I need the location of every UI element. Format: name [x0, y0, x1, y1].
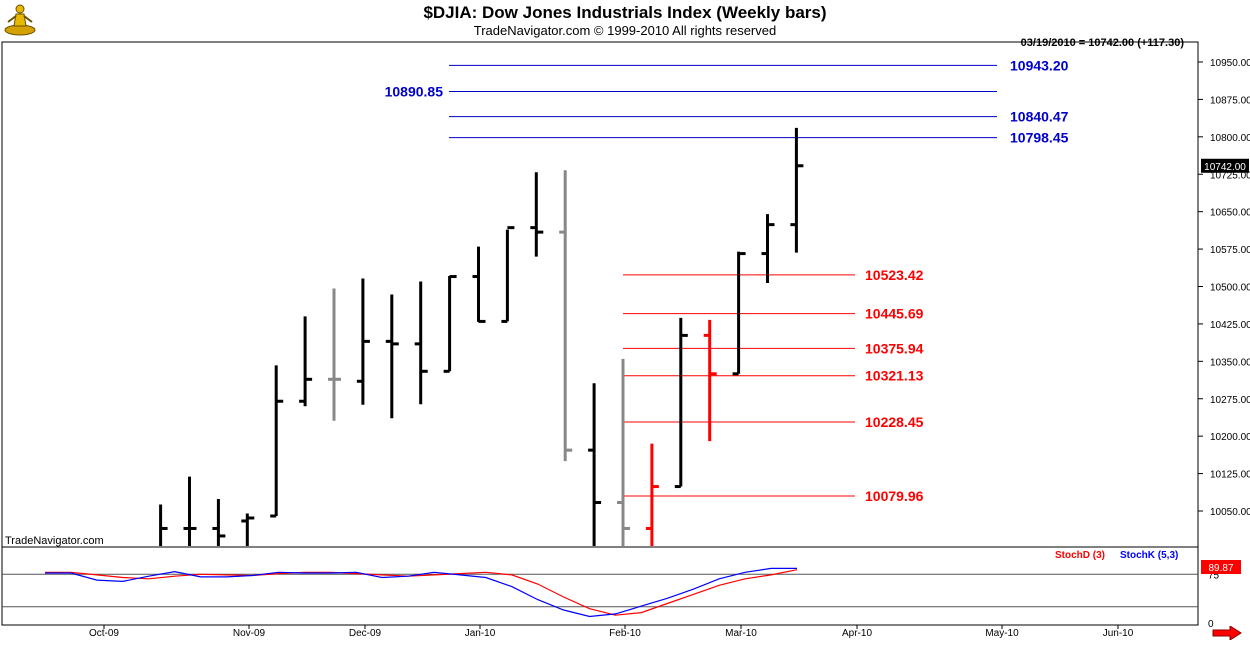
ohlc-bar — [299, 316, 313, 407]
retracement-level-label: 10375.94 — [865, 340, 924, 356]
stochastic-series-line — [45, 569, 798, 616]
chart-title: $DJIA: Dow Jones Industrials Index (Week… — [423, 3, 827, 22]
ohlc-bar — [159, 504, 168, 546]
stochastic-legend-d: StochD (3) — [1055, 550, 1105, 561]
ohlc-bar — [328, 288, 341, 421]
stochastic-series-line — [45, 567, 797, 618]
y-tick-label: 10875.00 — [1210, 95, 1250, 106]
ohlc-bar — [761, 214, 775, 284]
last-bar-info: 03/19/2010 = 10742.00 (+117.30) — [1020, 37, 1184, 49]
ohlc-bar — [617, 358, 630, 546]
y-tick-label: 10725.00 — [1210, 170, 1250, 181]
stochastic-y-tick-label: 75 — [1208, 570, 1220, 581]
last-price-label: 10742.00 — [1204, 162, 1246, 173]
retracement-level-label: 10321.13 — [865, 368, 924, 384]
retracement-level-label: 10523.42 — [865, 267, 924, 283]
x-tick-label: Oct-09 — [89, 628, 119, 639]
stochastic-value-marker — [1201, 560, 1241, 574]
ohlc-bar — [732, 251, 746, 376]
y-tick-label: 10650.00 — [1210, 208, 1250, 219]
ohlc-bar — [530, 172, 544, 257]
ohlc-bar — [703, 319, 717, 442]
ohlc-bar — [559, 170, 573, 462]
trader-figure-logo-icon — [2, 2, 38, 36]
resistance-level-label: 10798.45 — [1010, 130, 1069, 146]
x-tick-label: Apr-10 — [842, 628, 872, 639]
ohlc-bar — [790, 127, 804, 253]
watermark: TradeNavigator.com — [5, 535, 104, 547]
x-tick-label: Jan-10 — [465, 628, 496, 639]
ohlc-bar — [385, 294, 399, 419]
y-tick-label: 10575.00 — [1210, 245, 1250, 256]
chart-copyright: TradeNavigator.com © 1999-2010 All right… — [473, 23, 777, 38]
ohlc-bar — [241, 513, 255, 546]
y-tick-label: 10125.00 — [1210, 470, 1250, 481]
y-tick-label: 10800.00 — [1210, 133, 1250, 144]
x-tick-label: Jun-10 — [1103, 628, 1134, 639]
ohlc-bar — [270, 365, 284, 518]
stochastic-y-tick-label: 0 — [1208, 619, 1214, 630]
ohlc-bar — [183, 476, 197, 546]
resistance-level-label: 10943.20 — [1010, 57, 1069, 73]
x-tick-label: Dec-09 — [349, 628, 382, 639]
y-tick-label: 10500.00 — [1210, 283, 1250, 294]
ohlc-bar — [443, 275, 457, 373]
ohlc-bar — [472, 246, 486, 323]
last-price-marker — [1201, 158, 1249, 173]
red-right-arrow-icon[interactable] — [1212, 625, 1242, 641]
x-tick-label: May-10 — [985, 628, 1019, 639]
resistance-level-label: 10890.85 — [385, 84, 444, 100]
y-tick-label: 10950.00 — [1210, 58, 1250, 69]
stochastic-legend-k: StochK (5,3) — [1120, 550, 1178, 561]
ohlc-bar — [674, 317, 688, 489]
retracement-level-label: 10228.45 — [865, 414, 924, 430]
y-tick-label: 10050.00 — [1210, 507, 1250, 518]
y-tick-label: 10350.00 — [1210, 357, 1250, 368]
y-tick-label: 10275.00 — [1210, 395, 1250, 406]
resistance-level-label: 10840.47 — [1010, 109, 1069, 125]
ohlc-bar — [645, 443, 659, 546]
ohlc-bar — [501, 226, 515, 323]
x-tick-label: Mar-10 — [725, 628, 757, 639]
retracement-level-label: 10445.69 — [865, 306, 924, 322]
x-tick-label: Nov-09 — [233, 628, 266, 639]
y-tick-label: 10425.00 — [1210, 320, 1250, 331]
ohlc-bar — [356, 278, 370, 405]
stochastic-value-label: 89.87 — [1208, 563, 1233, 574]
y-tick-label: 10200.00 — [1210, 432, 1250, 443]
ohlc-bar — [588, 383, 602, 546]
x-tick-label: Feb-10 — [609, 628, 641, 639]
retracement-level-label: 10079.96 — [865, 488, 924, 504]
ohlc-bar — [414, 281, 428, 405]
ohlc-bar — [212, 499, 226, 546]
